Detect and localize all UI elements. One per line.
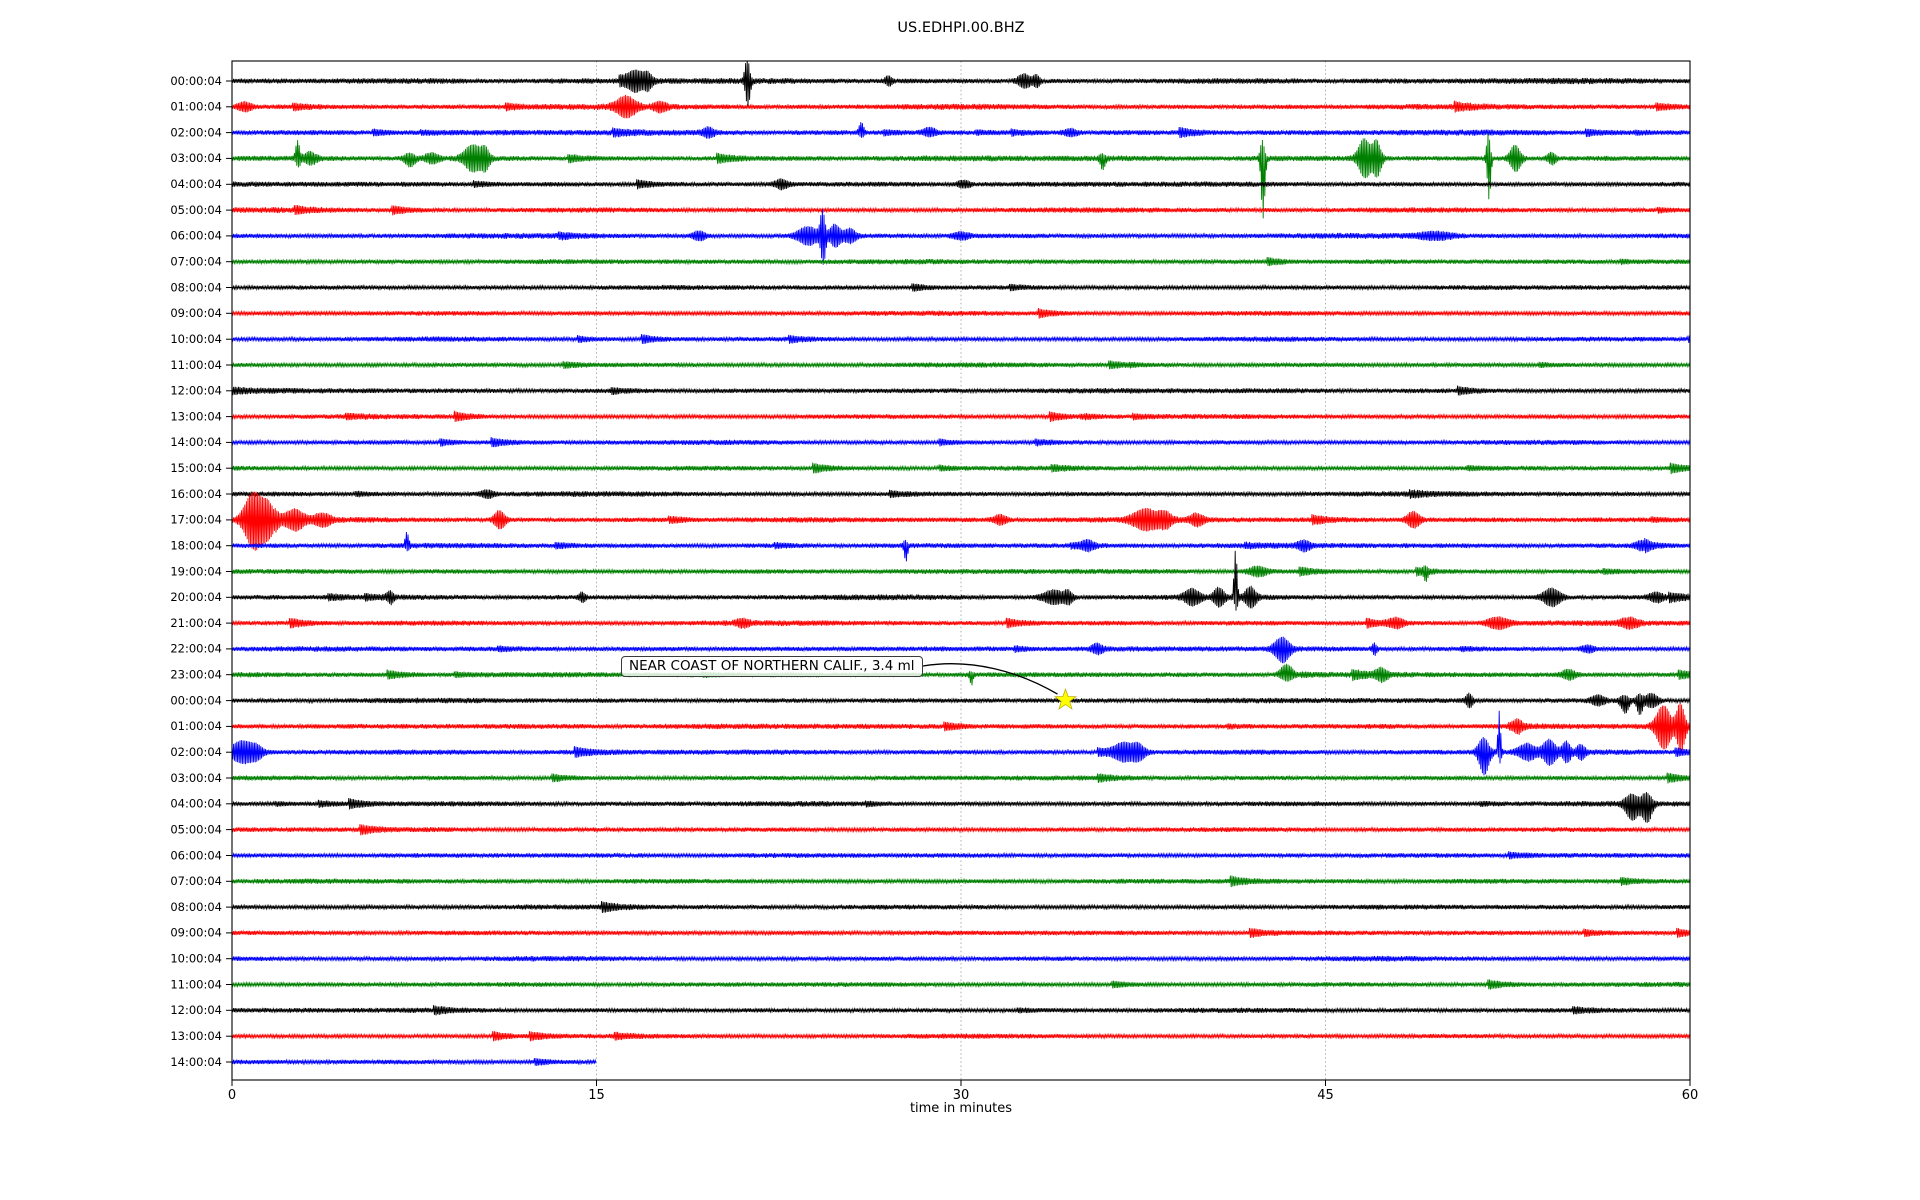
trace-row-14 <box>232 437 1690 448</box>
y-tick-label: 13:00:04 <box>170 409 222 423</box>
y-tick-label: 04:00:04 <box>170 797 222 811</box>
trace-row-19 <box>232 565 1690 582</box>
y-tick-label: 04:00:04 <box>170 177 222 191</box>
trace-row-29 <box>232 823 1690 836</box>
trace-row-20 <box>232 550 1690 611</box>
y-tick-label: 19:00:04 <box>170 564 222 578</box>
y-tick-label: 09:00:04 <box>170 306 222 320</box>
trace-row-24 <box>232 692 1690 715</box>
y-tick-label: 16:00:04 <box>170 487 222 501</box>
y-tick-label: 20:00:04 <box>170 590 222 604</box>
y-tick-label: 08:00:04 <box>170 900 222 914</box>
y-tick-label: 00:00:04 <box>170 693 222 707</box>
y-tick-label: 01:00:04 <box>170 100 222 114</box>
trace-row-1 <box>232 94 1690 119</box>
y-tick-label: 11:00:04 <box>170 358 222 372</box>
trace-row-22 <box>232 636 1690 664</box>
y-tick-label: 07:00:04 <box>170 874 222 888</box>
y-tick-label: 05:00:04 <box>170 822 222 836</box>
y-tick-label: 05:00:04 <box>170 203 222 217</box>
y-tick-label: 23:00:04 <box>170 668 222 682</box>
trace-row-27 <box>232 772 1690 784</box>
trace-row-10 <box>232 334 1690 344</box>
y-tick-label: 00:00:04 <box>170 74 222 88</box>
trace-row-11 <box>232 360 1690 370</box>
annotation-arrow <box>922 663 1058 695</box>
trace-row-36 <box>232 1005 1690 1016</box>
y-tick-label: 12:00:04 <box>170 384 222 398</box>
y-tick-label: 12:00:04 <box>170 1003 222 1017</box>
trace-row-30 <box>232 851 1690 860</box>
trace-row-16 <box>232 489 1690 500</box>
trace-row-8 <box>232 283 1690 292</box>
trace-row-7 <box>232 257 1690 267</box>
trace-row-35 <box>232 979 1690 990</box>
trace-row-37 <box>232 1031 1690 1042</box>
y-tick-label: 11:00:04 <box>170 977 222 991</box>
y-tick-label: 06:00:04 <box>170 229 222 243</box>
y-tick-label: 07:00:04 <box>170 255 222 269</box>
y-tick-label: 18:00:04 <box>170 539 222 553</box>
trace-row-28 <box>232 791 1690 823</box>
trace-row-34 <box>232 955 1690 963</box>
trace-row-26 <box>232 710 1690 776</box>
x-tick-label: 30 <box>953 1088 970 1103</box>
x-tick-label: 45 <box>1317 1088 1334 1103</box>
trace-row-9 <box>232 307 1690 319</box>
trace-row-13 <box>232 410 1690 423</box>
y-tick-label: 02:00:04 <box>170 745 222 759</box>
trace-row-23 <box>232 663 1690 686</box>
x-axis-label: time in minutes <box>909 1101 1013 1116</box>
y-tick-label: 10:00:04 <box>170 332 222 346</box>
trace-row-38 <box>232 1058 597 1066</box>
y-tick-label: 09:00:04 <box>170 926 222 940</box>
y-tick-label: 14:00:04 <box>170 435 222 449</box>
trace-row-18 <box>232 531 1690 562</box>
y-tick-label: 17:00:04 <box>170 513 222 527</box>
trace-row-4 <box>232 178 1690 191</box>
y-tick-label: 15:00:04 <box>170 461 222 475</box>
trace-row-6 <box>232 209 1690 265</box>
y-tick-label: 01:00:04 <box>170 719 222 733</box>
event-annotation: NEAR COAST OF NORTHERN CALIF., 3.4 ml <box>621 656 923 677</box>
y-tick-label: 06:00:04 <box>170 848 222 862</box>
trace-row-2 <box>232 122 1690 139</box>
trace-row-21 <box>232 616 1690 631</box>
x-tick-label: 15 <box>588 1088 605 1103</box>
y-tick-label: 10:00:04 <box>170 952 222 966</box>
x-tick-label: 60 <box>1682 1088 1699 1103</box>
trace-row-3 <box>232 133 1690 219</box>
y-tick-label: 13:00:04 <box>170 1029 222 1043</box>
y-tick-label: 14:00:04 <box>170 1055 222 1069</box>
trace-row-31 <box>232 875 1690 888</box>
event-annotation-text: NEAR COAST OF NORTHERN CALIF., 3.4 ml <box>629 658 915 674</box>
x-tick-label: 0 <box>228 1088 236 1103</box>
trace-row-12 <box>232 385 1690 396</box>
trace-row-17 <box>232 491 1690 551</box>
event-star-marker <box>1053 688 1078 710</box>
trace-row-25 <box>232 703 1690 753</box>
y-tick-label: 22:00:04 <box>170 642 222 656</box>
trace-row-5 <box>232 205 1690 216</box>
y-tick-label: 02:00:04 <box>170 125 222 139</box>
y-tick-label: 03:00:04 <box>170 151 222 165</box>
trace-row-15 <box>232 462 1690 475</box>
trace-row-32 <box>232 900 1690 914</box>
trace-row-0 <box>232 61 1690 107</box>
y-tick-label: 21:00:04 <box>170 616 222 630</box>
y-tick-label: 08:00:04 <box>170 280 222 294</box>
trace-row-33 <box>232 927 1690 938</box>
y-tick-label: 03:00:04 <box>170 771 222 785</box>
plot-title: US.EDHPI.00.BHZ <box>897 20 1025 36</box>
